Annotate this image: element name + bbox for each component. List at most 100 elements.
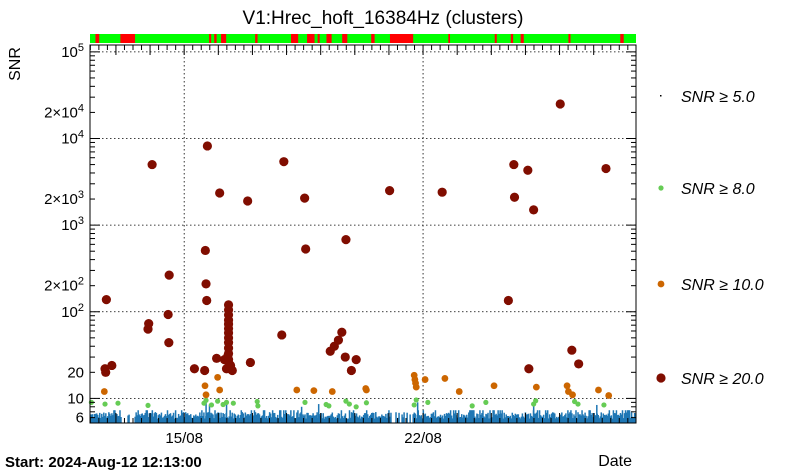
snr5-cluster-column xyxy=(175,417,178,423)
snr5-cluster-column xyxy=(414,413,416,423)
snr5-cluster-column xyxy=(577,412,579,423)
snr5-cluster-column xyxy=(542,414,545,423)
snr5-cluster-column xyxy=(156,418,159,423)
snr5-cluster-column xyxy=(271,410,274,423)
snr10-point xyxy=(532,383,540,391)
snr8-point xyxy=(483,399,489,405)
snr5-cluster-column xyxy=(632,418,635,423)
snr5-cluster-column xyxy=(567,410,569,423)
y-tick-label: 20 xyxy=(67,364,84,381)
snr5-cluster-column xyxy=(128,414,130,423)
snr5-cluster-column xyxy=(179,415,182,423)
snr5-cluster-column xyxy=(580,415,582,423)
snr5-cluster-column xyxy=(292,416,294,423)
snr5-cluster-column xyxy=(310,415,312,423)
status-bar-off-segment xyxy=(255,34,258,43)
snr5-cluster-column xyxy=(134,416,136,423)
snr5-cluster-column xyxy=(543,418,546,423)
snr5-cluster-column xyxy=(220,412,222,423)
snr5-cluster-column xyxy=(347,418,350,423)
snr10-point xyxy=(363,386,370,394)
snr5-cluster-column xyxy=(237,414,240,423)
snr5-cluster-column xyxy=(119,410,121,423)
snr5-cluster-column xyxy=(497,410,499,423)
snr5-cluster-column xyxy=(241,412,244,423)
snr5-cluster-column xyxy=(92,417,95,423)
status-bar-off-segment xyxy=(221,34,227,43)
snr5-cluster-column xyxy=(582,414,584,423)
y-tick-label: 2×104 xyxy=(44,102,84,121)
snr5-cluster-column xyxy=(158,414,161,423)
snr5-cluster-column xyxy=(426,416,429,423)
snr5-cluster-column xyxy=(114,410,116,423)
snr5-cluster-column xyxy=(471,410,473,423)
snr5-cluster-column xyxy=(233,413,235,423)
snr5-cluster-column xyxy=(188,415,191,423)
snr5-cluster-column xyxy=(386,417,388,423)
snr5-cluster-column xyxy=(565,413,567,423)
status-bar-off-segment xyxy=(494,34,497,43)
snr5-cluster-column xyxy=(427,415,430,423)
y-tick-label: 103 xyxy=(61,215,84,234)
snr5-outlier xyxy=(300,406,303,423)
snr5-cluster-column xyxy=(136,415,138,423)
snr20-point xyxy=(385,186,395,196)
snr5-cluster-column xyxy=(429,417,432,423)
snr5-cluster-column xyxy=(489,410,491,423)
snr5-cluster-column xyxy=(613,413,616,423)
snr8-point xyxy=(145,402,151,409)
snr10-point xyxy=(490,382,498,390)
snr20-point xyxy=(212,353,222,363)
snr5-cluster-column xyxy=(434,410,437,423)
snr5-cluster-column xyxy=(143,414,145,423)
snr5-cluster-column xyxy=(332,416,335,423)
snr5-outlier xyxy=(225,401,228,423)
snr5-cluster-column xyxy=(247,414,250,423)
snr5-cluster-column xyxy=(307,412,309,423)
snr5-cluster-column xyxy=(628,410,631,423)
snr5-cluster-column xyxy=(586,418,588,423)
snr5-cluster-column xyxy=(111,413,113,423)
snr5-cluster-column xyxy=(444,415,447,423)
snr5-cluster-column xyxy=(616,415,619,423)
snr5-cluster-column xyxy=(162,417,165,423)
snr5-cluster-column xyxy=(219,417,221,423)
snr5-cluster-column xyxy=(508,416,511,423)
snr5-cluster-column xyxy=(104,415,106,423)
snr8-point xyxy=(102,401,108,407)
snr5-cluster-column xyxy=(387,413,389,423)
snr5-cluster-column xyxy=(338,413,341,423)
snr5-cluster-column xyxy=(502,418,504,423)
snr10-point xyxy=(214,373,222,381)
snr10-point xyxy=(563,382,571,390)
snr5-cluster-column xyxy=(475,418,477,423)
status-bar xyxy=(90,34,636,43)
snr5-cluster-column xyxy=(257,413,260,423)
snr5-cluster-column xyxy=(223,414,225,423)
snr5-cluster-column xyxy=(201,410,203,423)
snr5-cluster-column xyxy=(448,413,451,423)
snr5-cluster-column xyxy=(564,414,566,423)
snr5-cluster-column xyxy=(443,413,446,423)
snr5-cluster-column xyxy=(171,415,174,423)
snr5-cluster-column xyxy=(503,412,505,423)
snr5-cluster-column xyxy=(308,415,310,423)
snr5-cluster-column xyxy=(437,416,440,423)
snr5-cluster-column xyxy=(340,410,343,423)
snr5-cluster-column xyxy=(558,416,560,423)
snr5-cluster-column xyxy=(372,412,374,423)
snr5-cluster-column xyxy=(585,415,587,423)
snr5-cluster-column xyxy=(621,410,624,423)
snr5-cluster-column xyxy=(498,413,500,423)
y-tick-label: 2×102 xyxy=(44,276,84,295)
snr5-cluster-column xyxy=(360,416,363,423)
snr5-cluster-column xyxy=(449,410,452,423)
snr5-cluster-column xyxy=(161,417,164,423)
snr5-cluster-column xyxy=(329,415,332,423)
y-tick-label: 2×103 xyxy=(44,189,84,208)
snr5-cluster-column xyxy=(379,416,381,423)
legend-entry: SNR ≥ 20.0 xyxy=(656,371,764,388)
snr5-cluster-column xyxy=(288,414,290,423)
snr5-cluster-column xyxy=(527,413,530,423)
snr5-cluster-column xyxy=(196,416,198,423)
